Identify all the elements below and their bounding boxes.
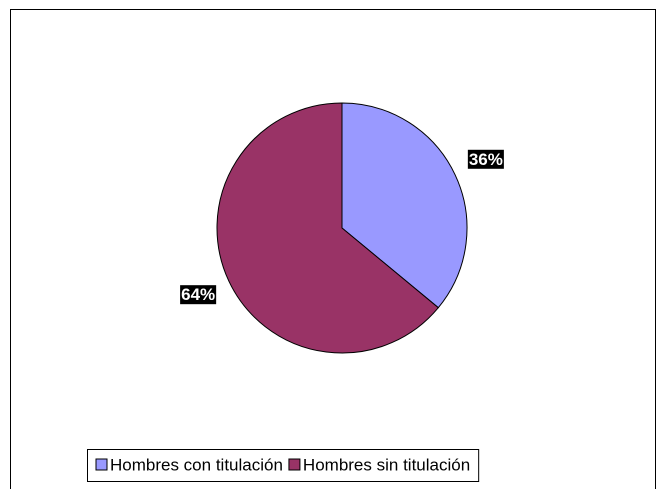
data-label-bg [467, 149, 504, 169]
legend-swatch [288, 458, 301, 471]
data-label: 36% [469, 150, 503, 169]
pie-slice [216, 102, 440, 354]
legend-swatch [95, 458, 108, 471]
legend-label: Hombres con titulación [110, 455, 283, 474]
data-label: 64% [181, 285, 215, 304]
legend-box [87, 449, 480, 482]
legend: Hombres con titulación Hombres sin titula… [87, 449, 480, 482]
pie-slice [341, 102, 468, 309]
data-label-bg [180, 285, 217, 305]
legend-label: Hombres sin titulación [303, 455, 470, 474]
